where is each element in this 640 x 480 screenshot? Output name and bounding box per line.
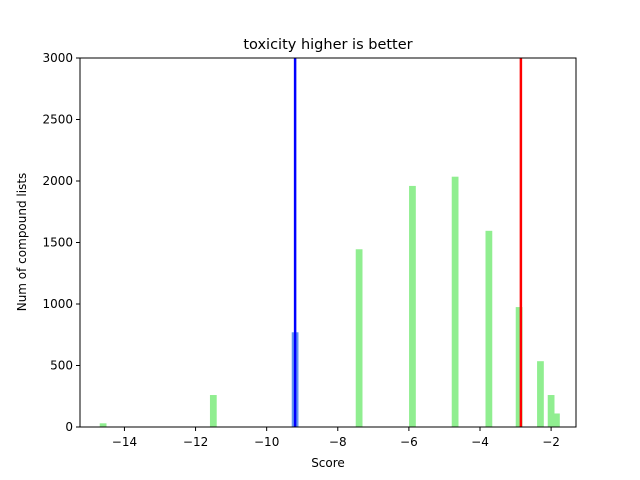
histogram-bar — [537, 361, 544, 427]
histogram-bar — [409, 185, 416, 427]
x-axis-label: Score — [311, 456, 345, 470]
y-tick-label: 0 — [65, 420, 73, 434]
x-axis-ticks: −14 −12 −10 −8 −6 −4 −2 — [112, 427, 560, 449]
y-tick-label: 2500 — [42, 113, 73, 127]
histogram-bar — [209, 395, 217, 427]
histogram-bar — [515, 307, 523, 427]
y-tick-label: 1000 — [42, 297, 73, 311]
histogram-bar — [451, 176, 459, 427]
y-axis-label: Num of compound lists — [15, 173, 29, 312]
histogram-bar — [553, 413, 560, 427]
x-tick-label: −4 — [471, 435, 489, 449]
x-tick-label: −2 — [542, 435, 560, 449]
x-tick-label: −8 — [329, 435, 347, 449]
reference-lines-group — [293, 58, 523, 427]
histogram-bar — [99, 423, 107, 427]
histogram-bar — [485, 230, 493, 427]
y-tick-label: 3000 — [42, 51, 73, 65]
y-tick-label: 2000 — [42, 174, 73, 188]
x-tick-label: −6 — [400, 435, 418, 449]
histogram-bar — [547, 395, 555, 427]
y-axis-ticks: 0 500 1000 1500 2000 2500 3000 — [42, 51, 80, 434]
chart-title: toxicity higher is better — [243, 37, 412, 53]
x-tick-label: −14 — [112, 435, 137, 449]
x-tick-label: −10 — [254, 435, 279, 449]
y-tick-label: 500 — [50, 359, 73, 373]
y-tick-label: 1500 — [42, 236, 73, 250]
histogram-bar — [355, 249, 363, 427]
x-tick-label: −12 — [183, 435, 208, 449]
